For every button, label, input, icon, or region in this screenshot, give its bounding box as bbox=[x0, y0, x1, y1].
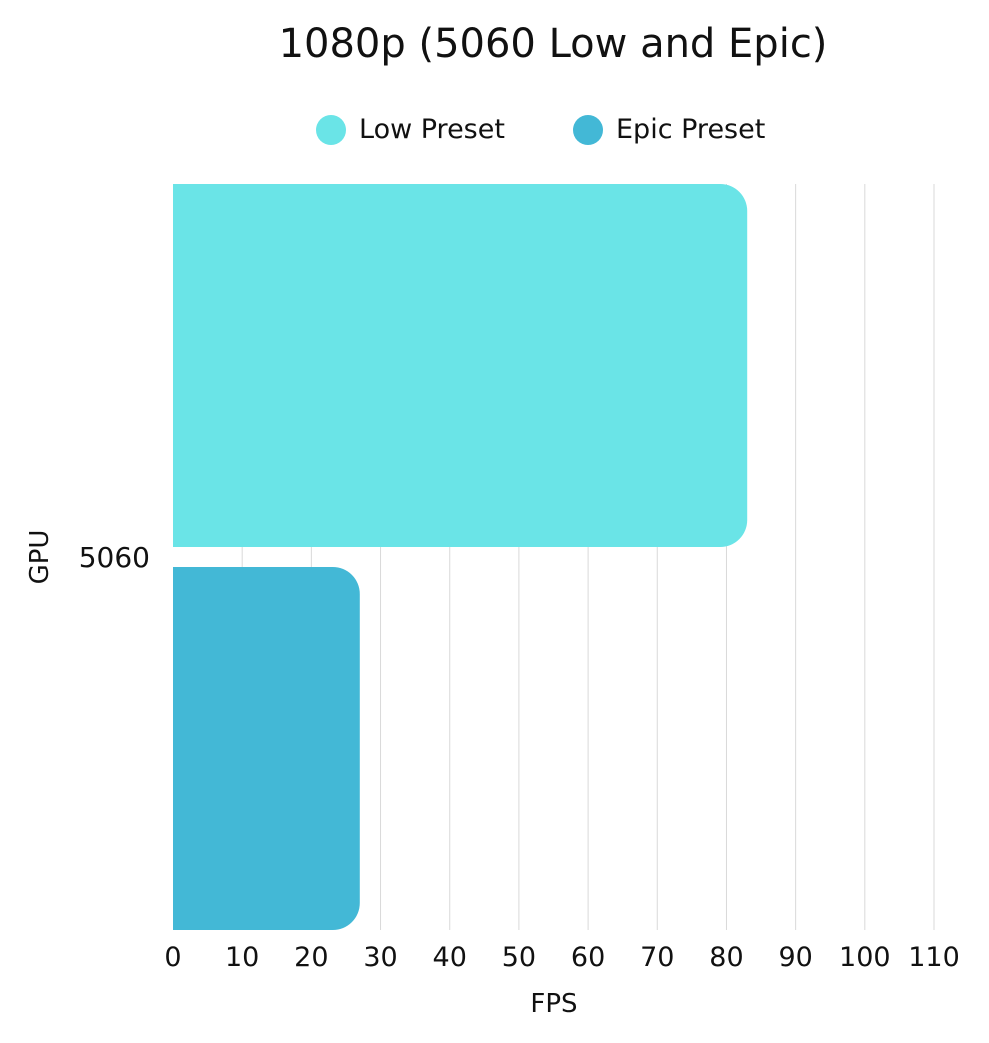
x-axis-ticks: 0 10 20 30 40 50 60 70 80 90 100 110 bbox=[164, 942, 959, 973]
y-axis-title: GPU bbox=[25, 530, 55, 585]
legend-label-epic-preset: Epic Preset bbox=[616, 114, 765, 145]
x-tick-label-40: 40 bbox=[433, 942, 467, 973]
bars bbox=[173, 184, 748, 930]
x-axis-title: FPS bbox=[530, 989, 577, 1019]
bar-low-preset bbox=[173, 184, 748, 547]
legend-marker-epic-preset bbox=[573, 115, 603, 145]
chart-title: 1080p (5060 Low and Epic) bbox=[279, 21, 828, 67]
legend-marker-low-preset bbox=[316, 115, 346, 145]
x-tick-label-30: 30 bbox=[363, 942, 397, 973]
x-tick-label-10: 10 bbox=[225, 942, 259, 973]
x-tick-label-80: 80 bbox=[709, 942, 743, 973]
x-tick-label-90: 90 bbox=[778, 942, 812, 973]
x-tick-label-60: 60 bbox=[571, 942, 605, 973]
bar-epic-preset bbox=[173, 567, 360, 930]
x-tick-label-20: 20 bbox=[294, 942, 328, 973]
x-tick-label-0: 0 bbox=[164, 942, 181, 973]
x-tick-label-70: 70 bbox=[640, 942, 674, 973]
x-tick-label-100: 100 bbox=[839, 942, 891, 973]
x-tick-label-110: 110 bbox=[908, 942, 960, 973]
legend: Low Preset Epic Preset bbox=[316, 114, 765, 145]
x-tick-label-50: 50 bbox=[502, 942, 536, 973]
category-label-5060: 5060 bbox=[79, 541, 150, 574]
legend-label-low-preset: Low Preset bbox=[359, 114, 505, 145]
